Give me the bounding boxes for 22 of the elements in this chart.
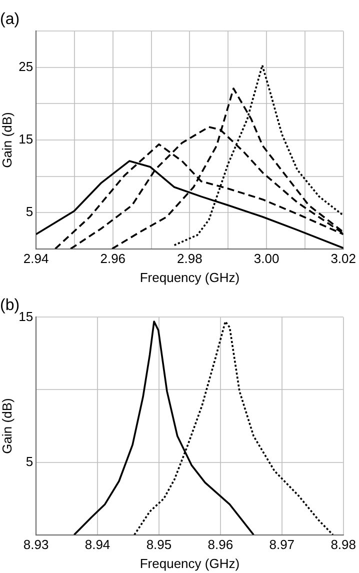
y-tick-label: 15 (18, 308, 34, 324)
x-tick-label: 8.98 (330, 537, 356, 552)
y-tick-label: 25 (18, 59, 34, 74)
x-tick-label: 8.94 (84, 537, 110, 552)
x-tick-label: 2.94 (23, 251, 49, 266)
chart-title: (a) (0, 11, 20, 28)
x-tick-label: 8.93 (23, 537, 49, 552)
x-tick-label: 8.96 (208, 537, 234, 552)
y-axis-title: Gain (dB) (0, 398, 14, 454)
y-axis-title: Gain (dB) (0, 112, 14, 168)
x-axis-title: Frequency (GHz) (140, 270, 240, 285)
x-tick-label: 8.95 (146, 537, 172, 552)
chart-title: (b) (0, 297, 20, 314)
x-tick-label: 3.00 (254, 251, 280, 266)
x-tick-label: 2.98 (177, 251, 202, 266)
x-tick-label: 2.96 (100, 251, 126, 266)
x-tick-label: 8.97 (269, 537, 295, 552)
y-tick-label: 5 (26, 204, 34, 220)
x-axis-title: Frequency (GHz) (140, 556, 240, 571)
y-tick-label: 15 (18, 132, 34, 147)
x-tick-label: 3.02 (330, 251, 356, 266)
y-tick-label: 5 (26, 454, 34, 469)
